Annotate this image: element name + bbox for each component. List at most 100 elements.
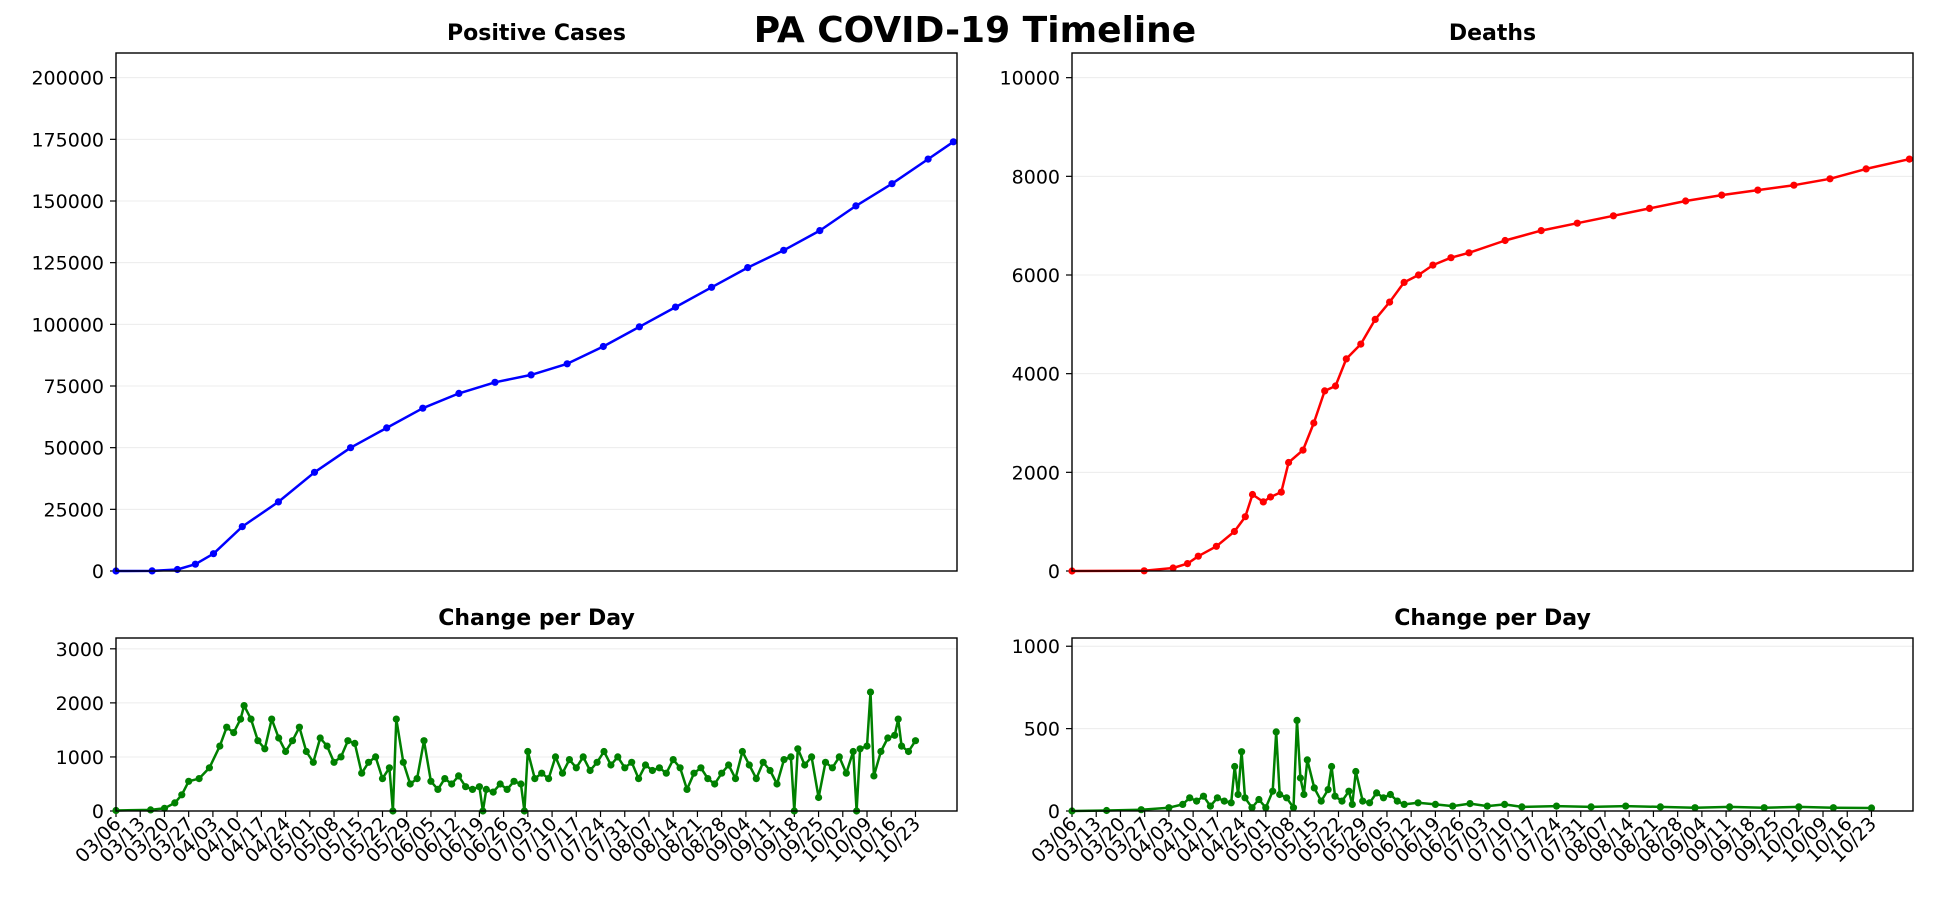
data-point <box>614 753 622 761</box>
data-point <box>884 734 892 742</box>
data-point <box>1213 794 1221 802</box>
data-point <box>455 772 463 780</box>
data-point <box>1718 191 1726 199</box>
data-point <box>1414 271 1423 279</box>
data-point <box>413 775 421 783</box>
data-point <box>780 756 788 764</box>
series-line-deaths <box>1071 157 1910 573</box>
data-point <box>406 780 414 788</box>
data-point <box>1518 803 1526 811</box>
data-point <box>1373 789 1381 797</box>
panel-title: Change per Day <box>438 606 635 631</box>
data-point <box>347 444 355 452</box>
data-point <box>216 742 224 750</box>
data-point <box>261 745 269 753</box>
data-point <box>1194 552 1202 560</box>
chart-deaths_change: 0500100003/0603/1303/2003/2704/0304/1004… <box>1012 606 1914 867</box>
data-point <box>801 761 809 769</box>
data-point <box>635 775 643 783</box>
data-point <box>1183 560 1192 568</box>
data-point <box>738 747 747 756</box>
data-point <box>1573 219 1581 227</box>
data-point <box>1328 762 1336 771</box>
data-point <box>1310 784 1318 792</box>
data-point <box>1186 794 1194 802</box>
plot-frame <box>1071 637 1914 812</box>
data-point <box>475 783 483 791</box>
data-point <box>870 772 878 780</box>
y-tick-label: 1000 <box>56 747 104 769</box>
data-point <box>1862 165 1870 173</box>
data-point <box>1691 804 1699 812</box>
data-point <box>551 753 560 761</box>
data-point <box>275 734 283 742</box>
data-point <box>448 780 456 788</box>
data-point <box>545 775 553 783</box>
y-tick-label: 10000 <box>1000 68 1060 90</box>
y-tick-label: 8000 <box>1012 166 1060 188</box>
data-point <box>419 404 427 412</box>
data-point <box>808 753 816 761</box>
y-tick-label: 50000 <box>44 438 104 460</box>
y-tick-label: 2000 <box>56 693 104 715</box>
data-point <box>628 758 636 766</box>
data-point <box>815 793 823 802</box>
chart-deaths: 0 2000 4000 6000 8000 10000 Deaths <box>1000 21 1914 583</box>
data-point <box>195 775 203 783</box>
data-point <box>949 138 958 146</box>
data-point <box>904 747 913 756</box>
page-title: PA COVID-19 Timeline <box>753 10 1197 51</box>
data-point <box>385 764 393 772</box>
data-point <box>924 155 932 163</box>
data-point <box>863 742 871 750</box>
data-point <box>1359 797 1367 805</box>
plot-frame <box>115 637 958 812</box>
data-point <box>1321 387 1329 395</box>
data-point <box>209 550 218 558</box>
data-point <box>510 777 518 785</box>
data-point <box>891 731 899 739</box>
data-point <box>1293 716 1301 725</box>
data-point <box>1296 774 1304 782</box>
data-point <box>1317 797 1325 805</box>
data-point <box>427 777 435 785</box>
data-point <box>1483 802 1491 810</box>
data-point <box>237 715 245 723</box>
data-point <box>1345 787 1353 795</box>
data-point <box>441 775 449 783</box>
data-point <box>1429 261 1437 269</box>
data-point <box>160 804 169 812</box>
data-point <box>635 323 644 331</box>
data-point <box>420 737 428 745</box>
data-point <box>173 565 181 574</box>
data-point <box>378 775 387 783</box>
data-point <box>1289 804 1298 812</box>
data-point <box>731 775 740 783</box>
data-point <box>1266 493 1275 501</box>
data-point <box>1867 804 1876 812</box>
data-point <box>1656 803 1664 811</box>
data-point <box>392 715 400 723</box>
data-point <box>1352 767 1360 776</box>
data-point <box>1285 458 1293 467</box>
panel-title: Deaths <box>1449 21 1536 46</box>
data-point <box>1234 790 1242 799</box>
y-tick-label: 0 <box>92 801 104 823</box>
data-point <box>856 745 864 753</box>
data-point <box>759 758 767 766</box>
data-point <box>1277 488 1285 496</box>
data-point <box>1169 564 1177 572</box>
data-point <box>1414 799 1422 807</box>
data-point <box>274 498 282 506</box>
data-point <box>894 715 902 723</box>
data-point <box>1324 786 1332 794</box>
data-point <box>491 378 499 386</box>
data-point <box>503 785 511 794</box>
data-point <box>1379 794 1388 802</box>
data-point <box>641 761 650 769</box>
data-point <box>178 791 186 799</box>
data-point <box>683 785 691 794</box>
series-line-cases <box>115 140 955 573</box>
data-point <box>752 775 760 783</box>
